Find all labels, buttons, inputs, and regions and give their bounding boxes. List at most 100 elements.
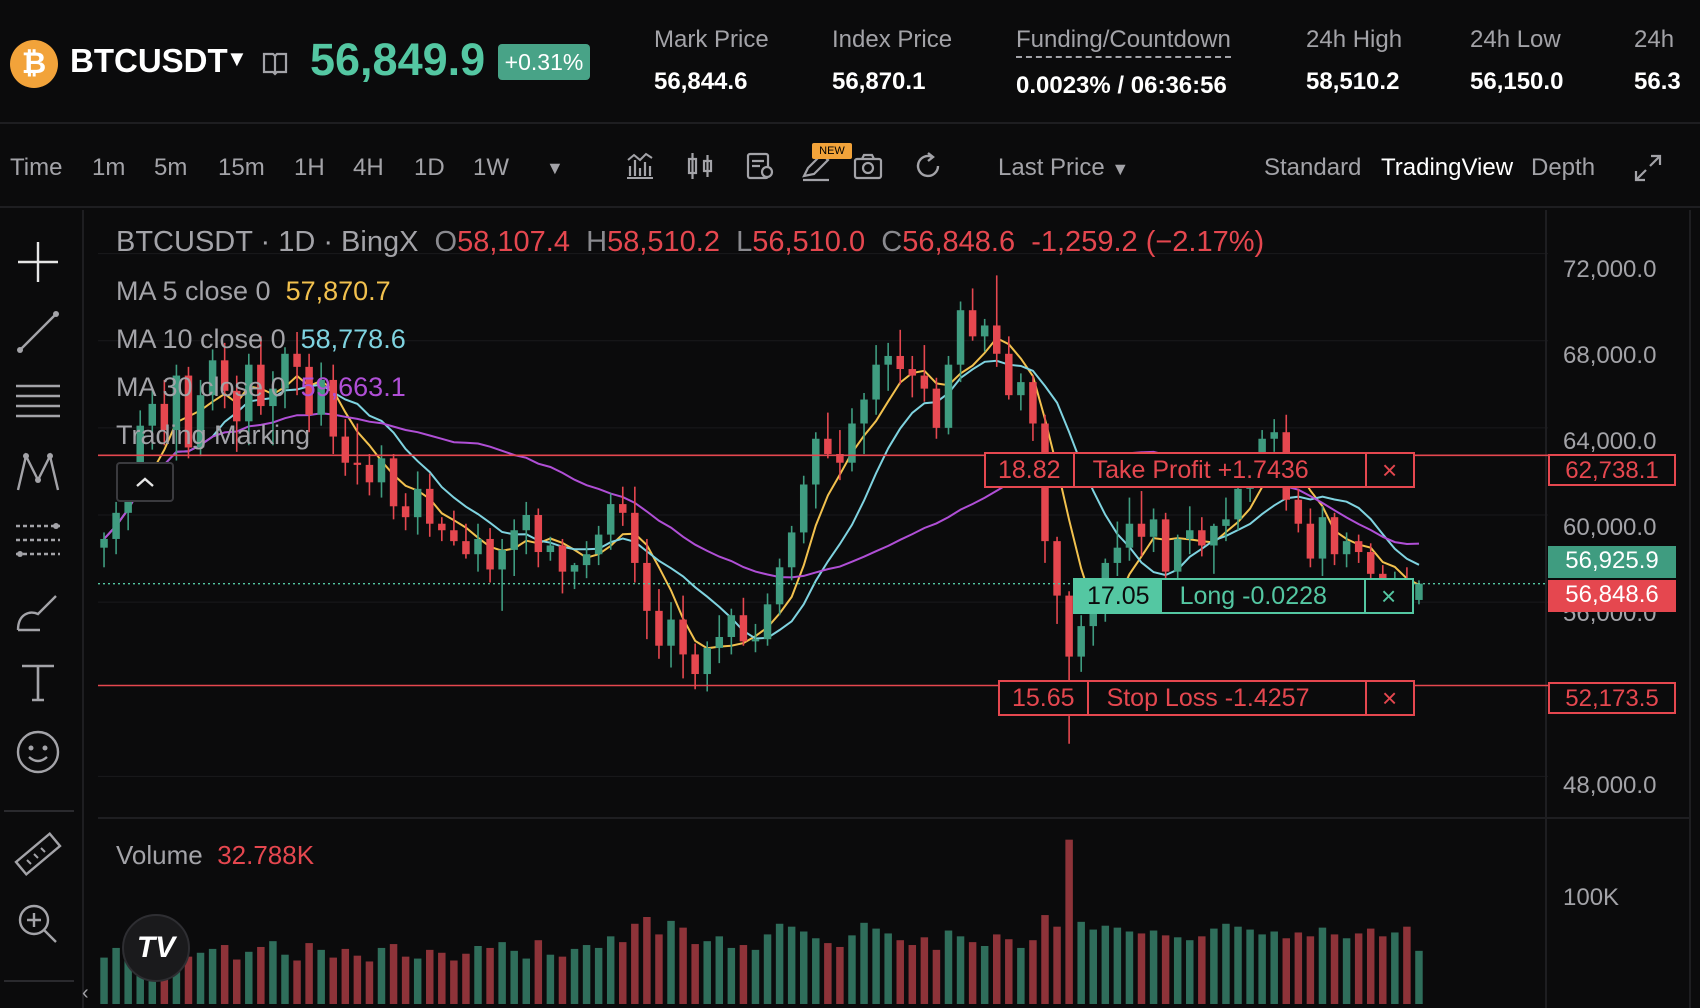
price-type-selector[interactable]: Last Price ▼ bbox=[998, 154, 1129, 182]
candle-body bbox=[1173, 538, 1182, 572]
chevron-up-icon bbox=[136, 477, 154, 487]
pair-selector[interactable]: BTCUSDT bbox=[70, 42, 228, 79]
stat-funding[interactable]: Funding/Countdown 0.0023% / 06:36:56 bbox=[1016, 26, 1231, 100]
template-icon[interactable] bbox=[744, 150, 776, 182]
ma30-value: 59,663.1 bbox=[300, 372, 406, 402]
book-icon[interactable] bbox=[262, 50, 288, 76]
volume-bar bbox=[1210, 928, 1218, 1004]
tab-standard[interactable]: Standard bbox=[1264, 154, 1362, 181]
timeframe-1m[interactable]: 1m bbox=[92, 154, 126, 181]
candle-body bbox=[353, 462, 362, 465]
long-position-order[interactable]: 17.05 Long -0.0228 × bbox=[1073, 578, 1414, 614]
close-icon[interactable]: × bbox=[1381, 454, 1398, 485]
volume-bar bbox=[667, 920, 675, 1004]
volume-bar bbox=[582, 945, 591, 1004]
zoom-in-icon[interactable] bbox=[10, 896, 66, 952]
candle-body bbox=[944, 364, 953, 428]
legend-ma30: MA 30 close 0 59,663.1 bbox=[116, 372, 406, 403]
chevron-left-icon[interactable]: ‹ bbox=[82, 982, 89, 1004]
stat-24h-volume: 24h 56.3 bbox=[1634, 26, 1681, 96]
horizontal-lines-icon[interactable] bbox=[10, 374, 66, 430]
volume-bar bbox=[727, 947, 736, 1004]
ruler-icon[interactable] bbox=[10, 826, 66, 882]
volume-bar bbox=[1246, 929, 1254, 1004]
volume-bar bbox=[293, 960, 301, 1004]
camera-icon[interactable] bbox=[852, 150, 884, 182]
stat-label: 24h bbox=[1634, 26, 1675, 53]
timeframe-time[interactable]: Time bbox=[10, 154, 63, 181]
fibonacci-icon[interactable] bbox=[10, 514, 66, 570]
volume-bar bbox=[269, 941, 277, 1004]
candle-body bbox=[570, 565, 579, 572]
tab-tradingview[interactable]: TradingView bbox=[1381, 154, 1514, 181]
ma10-value: 58,778.6 bbox=[300, 324, 406, 354]
timeframe-1h[interactable]: 1H bbox=[294, 154, 325, 181]
volume-bar bbox=[679, 927, 687, 1004]
candle-body bbox=[305, 366, 313, 415]
emoji-icon[interactable] bbox=[10, 724, 66, 780]
volume-bar bbox=[353, 955, 362, 1004]
timeframe-1w[interactable]: 1W bbox=[473, 154, 509, 181]
timeframe-more-icon[interactable]: ▼ bbox=[546, 158, 564, 178]
volume-bar bbox=[558, 956, 567, 1004]
timeframe-1d[interactable]: 1D bbox=[414, 154, 445, 181]
trend-line-icon[interactable] bbox=[10, 304, 66, 360]
volume-bar bbox=[1294, 932, 1303, 1004]
volume-bar bbox=[715, 936, 724, 1004]
volume-bar bbox=[812, 938, 820, 1004]
stat-label[interactable]: Funding/Countdown bbox=[1016, 26, 1231, 58]
mark-price-tag: 56,925.9 bbox=[1548, 546, 1676, 578]
tradingview-logo[interactable]: TV bbox=[122, 914, 190, 982]
chart-toolbar: Time 1m 5m 15m 1H 4H 1D 1W ▼ NEW Last Pr… bbox=[0, 126, 1700, 208]
close-icon[interactable]: × bbox=[1381, 682, 1398, 713]
pattern-icon[interactable] bbox=[10, 444, 66, 500]
brush-icon[interactable] bbox=[10, 584, 66, 640]
candle-body bbox=[1089, 610, 1097, 627]
candle-body bbox=[474, 538, 482, 555]
tab-depth[interactable]: Depth bbox=[1531, 154, 1596, 181]
volume-bar bbox=[1089, 929, 1097, 1004]
candle-body bbox=[956, 310, 965, 365]
candle-body bbox=[1005, 353, 1013, 396]
volume-bar bbox=[124, 944, 132, 1004]
expand-icon[interactable] bbox=[1632, 152, 1664, 184]
volume-bar bbox=[317, 949, 325, 1004]
timeframe-5m[interactable]: 5m bbox=[154, 154, 188, 181]
candle-body bbox=[643, 562, 651, 611]
crosshair-icon[interactable] bbox=[10, 234, 66, 290]
text-tool-icon[interactable] bbox=[10, 654, 66, 710]
ohlc-high-label: H bbox=[586, 226, 608, 258]
indicators-icon[interactable] bbox=[624, 150, 656, 182]
volume-bar bbox=[1330, 934, 1339, 1004]
candle-body bbox=[365, 464, 374, 483]
stop-loss-label: Stop Loss -1.4257 bbox=[1089, 682, 1367, 714]
price-tick: 60,000.0 bbox=[1563, 514, 1657, 541]
legend-ma5: MA 5 close 0 57,870.7 bbox=[116, 276, 391, 307]
volume-bar bbox=[1234, 926, 1242, 1004]
volume-label: Volume bbox=[116, 840, 203, 870]
close-icon[interactable]: × bbox=[1380, 580, 1397, 611]
reset-icon[interactable] bbox=[912, 150, 944, 182]
timeframe-15m[interactable]: 15m bbox=[218, 154, 265, 181]
tools-divider bbox=[4, 980, 74, 982]
candle-body bbox=[1077, 626, 1085, 657]
volume-bar bbox=[377, 947, 386, 1004]
collapse-legend-button[interactable] bbox=[116, 462, 174, 502]
caret-down-icon[interactable]: ▼ bbox=[226, 46, 248, 71]
candle-style-icon[interactable] bbox=[684, 150, 716, 182]
take-profit-order[interactable]: 18.82 Take Profit +1.7436 × bbox=[984, 452, 1415, 488]
volume-bar bbox=[413, 958, 422, 1004]
candle-body bbox=[993, 325, 1001, 354]
volume-bar bbox=[1306, 936, 1315, 1004]
volume-bar bbox=[631, 923, 639, 1004]
candle-body bbox=[908, 369, 917, 376]
last-price-tag: 56,848.6 bbox=[1548, 580, 1676, 612]
stop-loss-order[interactable]: 15.65 Stop Loss -1.4257 × bbox=[998, 680, 1415, 716]
volume-bar bbox=[956, 936, 965, 1004]
volume-bar bbox=[993, 934, 1001, 1004]
volume-value: 32.788K bbox=[217, 840, 315, 870]
candle-body bbox=[582, 554, 591, 566]
timeframe-4h[interactable]: 4H bbox=[353, 154, 384, 181]
volume-bar bbox=[1186, 940, 1194, 1004]
